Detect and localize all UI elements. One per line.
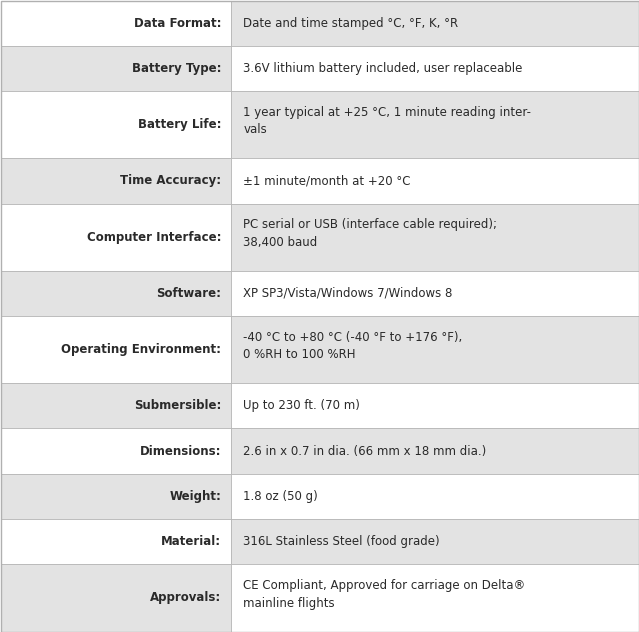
Bar [1,519,231,564]
Bar [231,1,638,46]
Bar [1,46,231,91]
Text: Approvals:: Approvals: [150,592,222,604]
Bar [231,158,638,204]
Bar [231,474,638,519]
Bar [231,270,638,316]
Text: XP SP3/Vista/Windows 7/Windows 8: XP SP3/Vista/Windows 7/Windows 8 [243,287,453,300]
Text: Computer Interface:: Computer Interface: [87,231,222,243]
Text: Operating Environment:: Operating Environment: [61,343,222,356]
Bar [231,316,638,383]
Text: -40 °C to +80 °C (-40 °F to +176 °F),
0 %RH to 100 %RH: -40 °C to +80 °C (-40 °F to +176 °F), 0 … [243,331,463,362]
Text: 1 year typical at +25 °C, 1 minute reading inter-
vals: 1 year typical at +25 °C, 1 minute readi… [243,106,532,137]
Text: Data Format:: Data Format: [134,16,222,30]
Text: 1.8 oz (50 g): 1.8 oz (50 g) [243,490,318,503]
Bar [231,204,638,270]
Text: Time Accuracy:: Time Accuracy: [120,174,222,188]
Bar [231,428,638,474]
Text: Submersible:: Submersible: [134,399,222,412]
Bar [1,383,231,428]
Text: 3.6V lithium battery included, user replaceable: 3.6V lithium battery included, user repl… [243,62,523,75]
Text: ±1 minute/month at +20 °C: ±1 minute/month at +20 °C [243,174,411,188]
Bar [1,564,231,631]
Bar [1,428,231,474]
Bar [231,91,638,158]
Text: Battery Type:: Battery Type: [132,62,222,75]
Text: Weight:: Weight: [169,490,222,503]
Text: 316L Stainless Steel (food grade): 316L Stainless Steel (food grade) [243,535,440,549]
Bar [1,91,231,158]
Text: 2.6 in x 0.7 in dia. (66 mm x 18 mm dia.): 2.6 in x 0.7 in dia. (66 mm x 18 mm dia.… [243,444,487,458]
Text: Date and time stamped °C, °F, K, °R: Date and time stamped °C, °F, K, °R [243,16,459,30]
Bar [231,564,638,631]
Text: CE Compliant, Approved for carriage on Delta®
mainline flights: CE Compliant, Approved for carriage on D… [243,579,526,610]
Bar [1,158,231,204]
Bar [1,270,231,316]
Text: Software:: Software: [157,287,222,300]
Bar [1,474,231,519]
Bar [1,1,231,46]
Bar [1,204,231,270]
Text: Battery Life:: Battery Life: [138,118,222,131]
Bar [231,519,638,564]
Text: Material:: Material: [161,535,222,549]
Text: Up to 230 ft. (70 m): Up to 230 ft. (70 m) [243,399,360,412]
Bar [1,316,231,383]
Text: PC serial or USB (interface cable required);
38,400 baud: PC serial or USB (interface cable requir… [243,218,497,249]
Bar [231,383,638,428]
Bar [231,46,638,91]
Text: Dimensions:: Dimensions: [140,444,222,458]
